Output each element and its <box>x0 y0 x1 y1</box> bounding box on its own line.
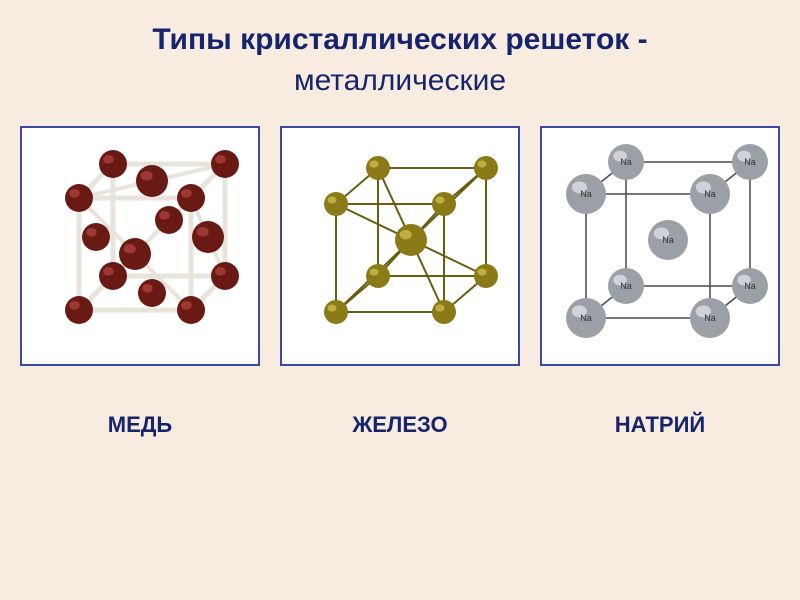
slide-title: Типы кристаллических решеток - металличе… <box>0 0 800 101</box>
title-line1: Типы кристаллических решеток - <box>152 23 647 56</box>
svg-text:Na: Na <box>580 189 592 199</box>
lattice-copper <box>20 126 260 366</box>
slide: Типы кристаллических решеток - металличе… <box>0 0 800 600</box>
caption-sodium: НАТРИЙ <box>615 412 705 438</box>
svg-text:Na: Na <box>744 157 756 167</box>
lattice-iron-svg <box>290 136 510 356</box>
title-line2: металлические <box>294 64 506 97</box>
svg-text:Na: Na <box>580 313 592 323</box>
caption-copper: МЕДЬ <box>108 412 173 438</box>
lattice-iron <box>280 126 520 366</box>
lattice-row: МЕДЬ ЖЕЛЕЗО Na Na Na Na Na Na Na Na Na НАТРИЙ <box>0 126 800 438</box>
lattice-sodium-svg: Na Na Na Na Na Na Na Na Na <box>550 136 770 356</box>
caption-iron: ЖЕЛЕЗО <box>352 412 447 438</box>
svg-text:Na: Na <box>704 189 716 199</box>
panel-iron: ЖЕЛЕЗО <box>280 126 520 438</box>
lattice-copper-svg <box>30 136 250 356</box>
panel-sodium: Na Na Na Na Na Na Na Na Na НАТРИЙ <box>540 126 780 438</box>
svg-text:Na: Na <box>744 281 756 291</box>
svg-text:Na: Na <box>704 313 716 323</box>
panel-copper: МЕДЬ <box>20 126 260 438</box>
svg-text:Na: Na <box>620 157 632 167</box>
svg-text:Na: Na <box>662 235 674 245</box>
svg-text:Na: Na <box>620 281 632 291</box>
lattice-sodium: Na Na Na Na Na Na Na Na Na <box>540 126 780 366</box>
